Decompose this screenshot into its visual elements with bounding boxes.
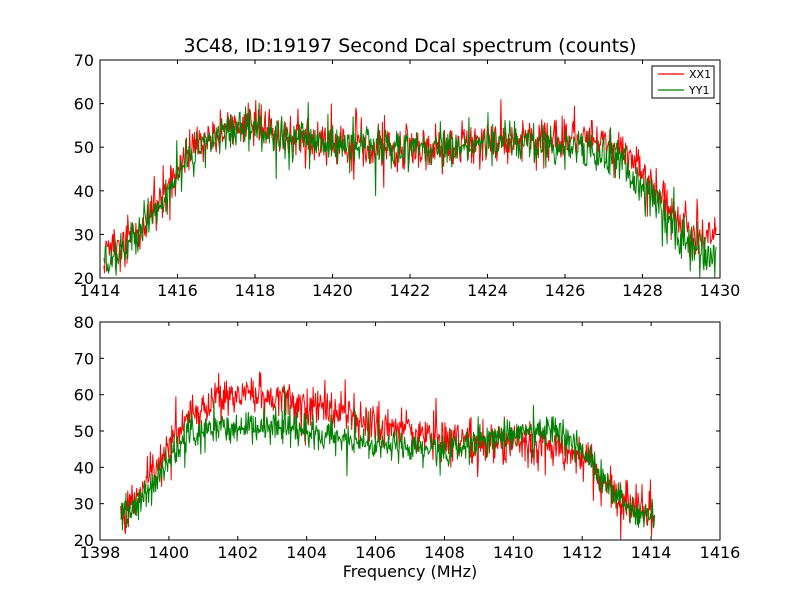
x-tick-label: 1398 [80,543,121,562]
x-tick-label: 1426 [545,281,586,300]
series-line-yy1 [103,101,717,279]
top-ticks-layer: 1414 1416 1418 1420 1422 1424 1426 1428 1430 20 30… [74,51,741,300]
x-tick-label: 1402 [217,543,258,562]
y-tick-label: 50 [74,422,94,441]
series-line-yy1 [120,386,656,531]
y-tick-label: 40 [74,458,94,477]
y-tick-label: 30 [74,225,94,244]
x-tick-label: 1408 [424,543,465,562]
y-tick-label: 30 [74,495,94,514]
x-tick-label: 1404 [286,543,327,562]
bottom-spectrum-plot: 1398 1400 1402 1404 1406 1408 1410 1412 1414 1416… [74,313,741,581]
bottom-series-layer [120,371,656,541]
y-tick-label: 40 [74,182,94,201]
x-tick-label: 1416 [700,543,741,562]
y-tick-label: 20 [74,531,94,550]
x-tick-label: 1420 [312,281,353,300]
series-line-xx1 [103,99,717,274]
top-series-layer [103,99,717,279]
x-tick-label: 1430 [700,281,741,300]
legend-label-xx1: XX1 [689,68,711,81]
x-tick-label: 1416 [157,281,198,300]
x-tick-label: 1428 [622,281,663,300]
x-tick-label: 1410 [493,543,534,562]
legend-label-yy1: YY1 [688,84,709,97]
x-tick-label: 1406 [355,543,396,562]
series-line-xx1 [120,371,656,541]
top-spectrum-plot: 3C48, ID:19197 Second Dcal spectrum (cou… [74,35,741,300]
bottom-ticks-layer: 1398 1400 1402 1404 1406 1408 1410 1412 1414 1416… [74,313,741,562]
x-axis-label: Frequency (MHz) [343,562,477,581]
legend: XX1 YY1 [651,65,715,99]
x-tick-label: 1424 [467,281,508,300]
x-tick-label: 1414 [631,543,672,562]
y-tick-label: 60 [74,95,94,114]
y-tick-label: 20 [74,269,94,288]
y-tick-label: 50 [74,138,94,157]
chart-title: 3C48, ID:19197 Second Dcal spectrum (cou… [183,35,636,57]
legend-box [651,65,715,99]
x-tick-label: 1412 [562,543,603,562]
x-tick-label: 1400 [149,543,190,562]
y-tick-label: 60 [74,386,94,405]
x-tick-label: 1414 [80,281,121,300]
y-tick-label: 80 [74,313,94,332]
x-tick-label: 1418 [235,281,276,300]
y-tick-label: 70 [74,51,94,70]
y-tick-label: 70 [74,349,94,368]
x-tick-label: 1422 [390,281,431,300]
